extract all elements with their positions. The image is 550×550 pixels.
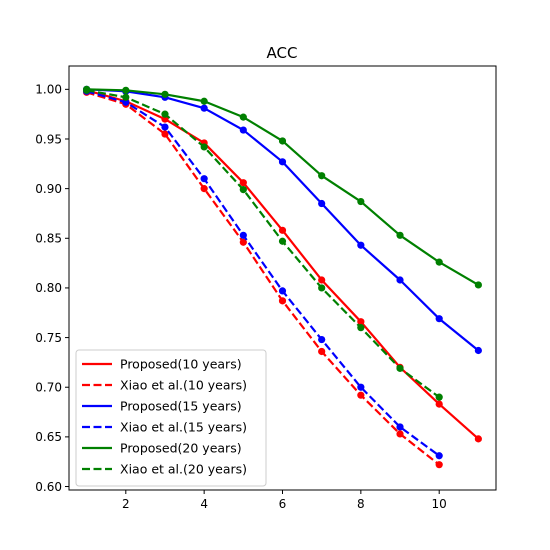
data-point	[435, 315, 443, 323]
series-line	[86, 91, 440, 466]
legend-label: Proposed(15 years)	[120, 399, 242, 414]
data-point	[278, 287, 287, 295]
series-line	[86, 90, 440, 457]
y-tick-label: 0.80	[35, 281, 62, 295]
legend-label: Proposed(10 years)	[120, 357, 242, 372]
legend-label: Xiao et al.(20 years)	[120, 462, 247, 477]
legend-box	[75, 349, 267, 487]
data-point	[435, 461, 443, 469]
data-point	[435, 452, 443, 460]
data-point	[122, 93, 130, 101]
y-tick-label: 0.90	[35, 182, 62, 196]
data-point	[278, 226, 287, 234]
legend: Proposed(10 years) Xiao et al.(10 years) P…	[75, 349, 267, 487]
data-point	[200, 143, 208, 151]
data-point	[122, 98, 130, 106]
legend-label: Proposed(20 years)	[120, 441, 242, 456]
legend-label: Xiao et al.(15 years)	[120, 420, 247, 435]
data-point	[396, 364, 404, 372]
data-point	[161, 90, 169, 98]
y-tick-label: 0.60	[35, 480, 62, 494]
x-tick-label: 2	[122, 497, 130, 511]
series-6	[83, 86, 443, 401]
y-tick-label: 0.65	[35, 430, 62, 444]
data-point	[474, 346, 482, 355]
x-tick-label: 8	[357, 497, 365, 511]
data-point	[239, 113, 247, 121]
data-point	[396, 423, 404, 431]
axes-layer: 2 4 6 8 10 0.60 0.65 0.70 0.75 0.80 0.85 0.90 0.95 1.…	[35, 65, 497, 511]
data-point	[357, 197, 365, 206]
data-point	[396, 231, 404, 239]
data-point	[318, 347, 326, 356]
series-5	[83, 85, 482, 289]
y-tick-label: 1.00	[35, 83, 62, 97]
data-point	[318, 284, 326, 292]
data-point	[200, 97, 208, 105]
data-point	[357, 383, 365, 391]
data-point	[357, 241, 365, 249]
data-point	[278, 297, 287, 305]
data-point	[239, 186, 247, 194]
chart-title: ACC	[267, 44, 298, 62]
y-tick-label: 0.85	[35, 232, 62, 246]
data-point	[318, 335, 326, 344]
data-point	[122, 86, 130, 94]
series-line	[86, 89, 440, 399]
data-point	[239, 231, 247, 239]
data-point	[396, 276, 404, 284]
data-point	[357, 318, 365, 326]
y-tick-label: 0.70	[35, 381, 62, 395]
data-point	[435, 393, 443, 401]
data-point	[161, 115, 169, 123]
data-point	[318, 199, 326, 208]
data-point	[239, 238, 247, 246]
x-tick-label: 6	[279, 497, 287, 511]
data-point	[357, 391, 365, 399]
data-point	[396, 430, 404, 438]
data-point	[278, 137, 287, 145]
data-point	[161, 130, 169, 138]
data-point	[435, 400, 443, 408]
legend-entry: Proposed(20 years)	[82, 441, 242, 456]
data-point	[318, 276, 326, 284]
legend-entry: Xiao et al.(20 years)	[82, 462, 247, 477]
data-point	[474, 435, 482, 443]
data-point	[200, 104, 208, 112]
data-point	[239, 126, 247, 134]
legend-entry: Xiao et al.(10 years)	[82, 378, 247, 393]
data-point	[278, 237, 287, 245]
legend-label: Xiao et al.(10 years)	[120, 378, 247, 393]
data-point	[200, 185, 208, 193]
data-point	[200, 175, 208, 183]
x-tick-label: 4	[200, 497, 208, 511]
x-tick-label: 10	[432, 497, 447, 511]
legend-entry: Xiao et al.(15 years)	[82, 420, 247, 435]
series-layer	[83, 85, 482, 469]
data-point	[161, 110, 169, 118]
y-tick-label: 0.75	[35, 331, 62, 345]
data-point	[474, 281, 482, 289]
data-point	[239, 179, 247, 187]
data-point	[435, 258, 443, 266]
legend-entry: Proposed(10 years)	[82, 357, 242, 372]
legend-entry: Proposed(15 years)	[82, 399, 242, 414]
data-point	[357, 324, 365, 332]
data-point	[278, 158, 287, 166]
y-tick-label: 0.95	[35, 132, 62, 146]
data-point	[83, 86, 91, 94]
data-point	[161, 123, 169, 131]
data-point	[318, 172, 326, 180]
